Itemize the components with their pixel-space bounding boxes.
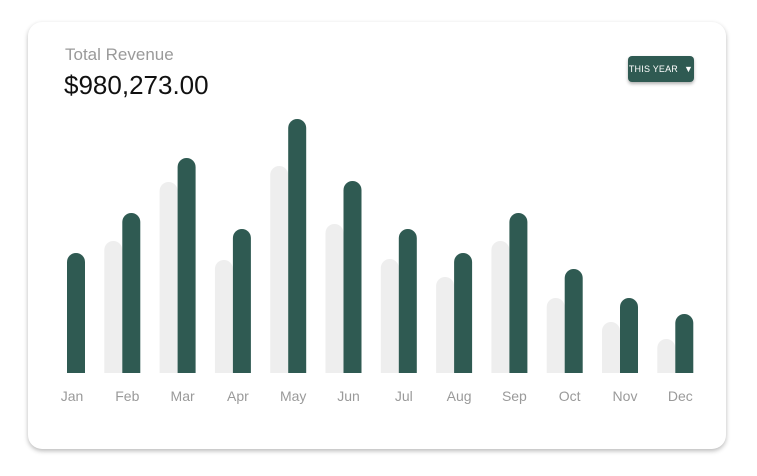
- x-tick-label: Nov: [613, 388, 638, 404]
- period-dropdown-button[interactable]: THIS YEAR ▼: [628, 56, 694, 82]
- bar-primary-apr: [232, 229, 251, 373]
- bar-primary-nov: [620, 298, 638, 373]
- bar-secondary-apr: [214, 260, 233, 373]
- period-label: THIS YEAR: [628, 64, 679, 74]
- bar-primary-jan: [67, 253, 85, 373]
- bar-primary-feb: [122, 213, 141, 373]
- bar-secondary-jun: [325, 224, 344, 373]
- bar-primary-aug: [454, 253, 473, 373]
- x-tick-label: May: [280, 388, 306, 404]
- bar-secondary-aug: [436, 277, 455, 373]
- x-tick-label: Jan: [61, 388, 84, 404]
- x-tick-label: Apr: [227, 388, 249, 404]
- x-tick-label: Jun: [337, 388, 360, 404]
- revenue-bar-chart: Jan Feb Mar Apr May Jun Jul Aug Sep Oct Nov Dec: [61, 119, 694, 404]
- x-tick-label: Jul: [395, 388, 413, 404]
- bar-primary-oct: [564, 269, 583, 373]
- caret-down-icon: ▼: [684, 64, 694, 74]
- bar-primary-jul: [398, 229, 417, 373]
- revenue-card: Total Revenue $980,273.00 THIS YEAR ▼ Ja…: [28, 22, 726, 449]
- x-tick-label: Aug: [447, 388, 472, 404]
- bar-secondary-sep: [491, 241, 510, 373]
- revenue-total: $980,273.00: [64, 70, 209, 100]
- bar-secondary-oct: [546, 298, 565, 373]
- x-tick-label: Dec: [668, 388, 693, 404]
- bar-primary-dec: [675, 314, 694, 373]
- bar-secondary-feb: [104, 241, 123, 373]
- revenue-label: Total Revenue: [65, 45, 174, 64]
- bar-primary-sep: [509, 213, 528, 373]
- x-tick-label: Oct: [559, 388, 581, 404]
- x-tick-label: Feb: [115, 388, 139, 404]
- bar-secondary-may: [270, 165, 289, 373]
- bar-secondary-nov: [602, 322, 620, 373]
- x-tick-label: Sep: [502, 388, 527, 404]
- bar-primary-mar: [177, 158, 196, 373]
- bar-primary-may: [288, 119, 307, 373]
- bar-primary-jun: [343, 181, 362, 373]
- bar-secondary-mar: [159, 182, 178, 373]
- bar-secondary-jul: [380, 259, 399, 373]
- bar-secondary-dec: [657, 339, 676, 373]
- x-tick-label: Mar: [171, 388, 195, 404]
